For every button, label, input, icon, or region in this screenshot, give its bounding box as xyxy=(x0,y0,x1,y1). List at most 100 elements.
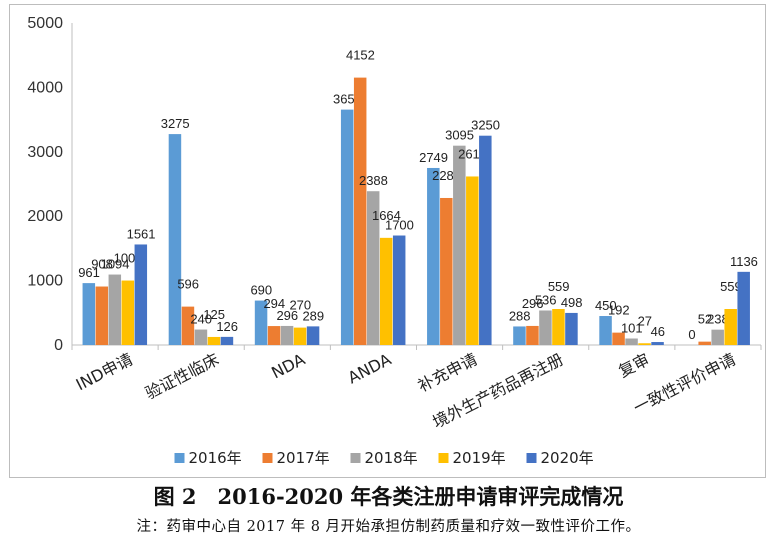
data-label: 27 xyxy=(638,313,652,328)
data-label: 192 xyxy=(608,303,630,318)
bar-6-2 xyxy=(625,338,638,345)
bar-1-1 xyxy=(181,306,195,345)
data-label: 125 xyxy=(203,307,225,322)
data-label: 908 xyxy=(91,257,113,272)
data-label: 296 xyxy=(276,308,298,323)
bar-7-4 xyxy=(737,271,750,345)
data-label: 596 xyxy=(177,277,199,292)
bar-2-1 xyxy=(267,326,281,345)
data-label: 46 xyxy=(651,324,665,339)
bar-0-1 xyxy=(95,286,109,345)
bar-4-2 xyxy=(453,145,466,345)
data-label: 1094 xyxy=(101,257,130,272)
bar-4-0 xyxy=(427,167,440,345)
bar-6-4 xyxy=(651,342,664,345)
data-label: 1664 xyxy=(372,208,401,223)
data-label: 1561 xyxy=(127,226,156,241)
bar-chart: 010002000300040005000961908109410011561I… xyxy=(27,15,762,467)
bar-0-2 xyxy=(108,274,122,345)
chart-frame: 0 1000 2000 3000 4000 5000 961 908 1094 1001 1561 I… xyxy=(9,4,766,478)
data-label: 238 xyxy=(707,312,729,327)
data-label: 690 xyxy=(250,283,272,298)
y-tick-label: 5000 xyxy=(27,15,63,32)
legend-label-0: 2016年 xyxy=(189,449,242,467)
data-label: 559 xyxy=(720,279,742,294)
data-label: 101 xyxy=(621,320,643,335)
data-label: 450 xyxy=(595,298,617,313)
bar-6-0 xyxy=(599,316,612,345)
legend-swatch-2 xyxy=(350,453,361,463)
data-label: 498 xyxy=(561,295,583,310)
legend-label-4: 2020年 xyxy=(541,449,594,467)
bar-1-4 xyxy=(220,336,234,345)
bar-0-4 xyxy=(134,244,148,345)
data-label: 294 xyxy=(263,296,285,311)
bar-6-1 xyxy=(612,332,625,345)
y-tick-label: 2000 xyxy=(27,208,63,225)
data-label: 52 xyxy=(698,312,712,327)
data-label: 270 xyxy=(289,298,311,313)
figure-caption-note: 注：药审中心自 2017 年 8 月开始承担仿制药质量和疗效一致性评价工作。 xyxy=(136,519,641,535)
legend-swatch-3 xyxy=(438,453,449,463)
y-tick-label: 0 xyxy=(54,337,63,354)
y-tick-label: 3000 xyxy=(27,144,63,161)
bar-4-3 xyxy=(466,176,479,345)
bar-1-2 xyxy=(194,329,208,345)
category-label: IND申请 xyxy=(73,350,136,395)
y-tick-label: 1000 xyxy=(27,273,63,290)
data-label: 961 xyxy=(78,265,100,280)
category-label: ANDA xyxy=(345,350,395,388)
legend-swatch-0 xyxy=(174,453,185,463)
bar-3-1 xyxy=(353,77,367,345)
bar-3-4 xyxy=(392,235,406,345)
data-label: 288 xyxy=(509,308,531,323)
bar-2-2 xyxy=(280,325,294,345)
bar-7-1 xyxy=(698,341,711,345)
bar-7-2 xyxy=(711,329,724,345)
data-label: 2749 xyxy=(419,150,448,165)
figure-caption-title: 图 2 2016-2020 年各类注册申请审评完成情况 xyxy=(153,484,624,509)
bar-4-1 xyxy=(440,197,453,345)
legend-swatch-1 xyxy=(262,453,273,463)
bar-6-3 xyxy=(638,343,651,345)
bar-1-3 xyxy=(207,336,221,345)
data-label: 536 xyxy=(535,292,557,307)
bar-3-2 xyxy=(366,191,380,345)
legend-label-3: 2019年 xyxy=(453,449,506,467)
bar-2-0 xyxy=(254,300,268,345)
bar-3-3 xyxy=(379,237,393,345)
bar-5-1 xyxy=(526,325,539,345)
legend-swatch-4 xyxy=(526,453,537,463)
data-label: 4152 xyxy=(346,48,375,63)
bar-5-2 xyxy=(539,310,552,345)
data-label: 3095 xyxy=(445,128,474,143)
bar-7-3 xyxy=(724,309,737,345)
bar-0-3 xyxy=(121,280,135,345)
bar-5-3 xyxy=(552,309,565,345)
bar-0-0 xyxy=(82,283,96,345)
bar-1-0 xyxy=(168,134,182,345)
category-label: 验证性临床 xyxy=(142,350,222,403)
data-label: 0 xyxy=(688,327,695,342)
bar-2-3 xyxy=(293,327,307,345)
data-label: 559 xyxy=(548,279,570,294)
category-label: NDA xyxy=(268,350,308,383)
data-label: 2388 xyxy=(359,173,388,188)
legend-label-1: 2017年 xyxy=(277,449,330,467)
data-label: 126 xyxy=(216,319,238,334)
bar-3-0 xyxy=(340,109,354,345)
data-label: 3275 xyxy=(161,116,190,131)
bar-5-0 xyxy=(513,326,526,345)
y-tick-label: 4000 xyxy=(27,79,63,96)
category-label: 复审 xyxy=(615,350,652,381)
legend-label-2: 2018年 xyxy=(365,449,418,467)
data-label: 1700 xyxy=(385,218,414,233)
bar-5-4 xyxy=(565,312,578,345)
data-label: 1136 xyxy=(730,254,758,269)
data-label: 240 xyxy=(190,312,212,327)
bar-2-4 xyxy=(306,326,320,345)
data-label: 289 xyxy=(302,308,324,323)
category-label: 补充申请 xyxy=(415,350,481,396)
bar-4-4 xyxy=(479,135,492,345)
data-label: 3250 xyxy=(471,118,500,133)
